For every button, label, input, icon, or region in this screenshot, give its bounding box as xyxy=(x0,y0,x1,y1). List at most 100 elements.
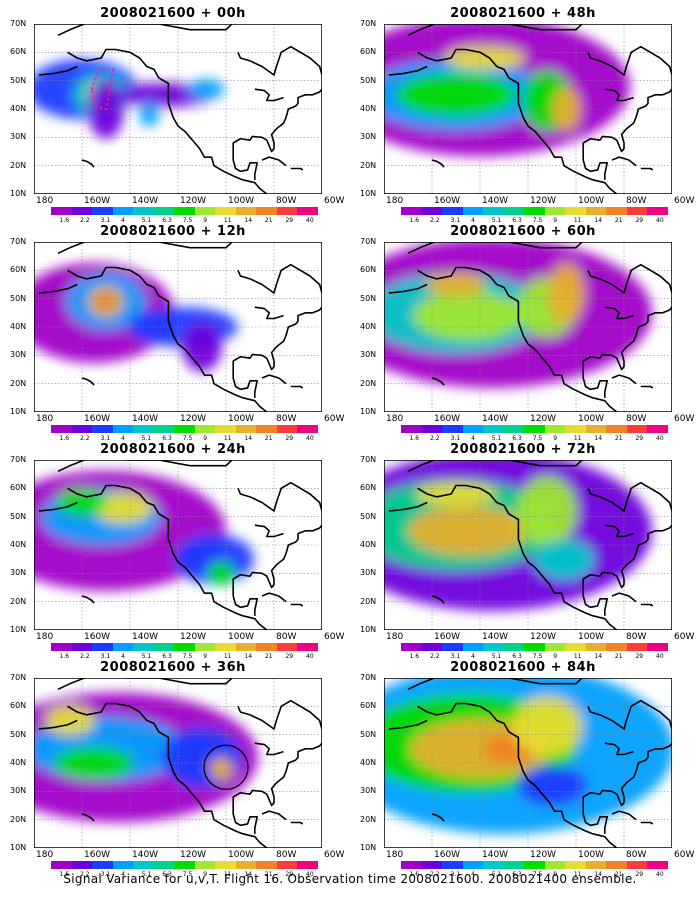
colorbar-label: 7.5 xyxy=(182,871,193,878)
map-panel: 2008021600 + 24h 70N 60N 50N 40N 30N 20N 10N 180… xyxy=(8,442,344,664)
lat-tick-label: 20N xyxy=(360,596,377,606)
colorbar-label: 29 xyxy=(635,435,644,442)
lat-tick-label: 50N xyxy=(360,75,377,85)
lat-tick-label: 20N xyxy=(10,160,27,170)
coastline xyxy=(261,592,287,603)
colorbar-swatch xyxy=(462,207,484,215)
variance-map xyxy=(384,24,672,194)
colorbar-swatch xyxy=(483,643,504,651)
lat-tick-label: 70N xyxy=(10,673,27,682)
colorbar-swatch xyxy=(647,207,668,215)
colorbar-swatch xyxy=(92,861,113,869)
colorbar-label: 11 xyxy=(223,871,232,878)
coastline xyxy=(38,719,78,730)
coastline xyxy=(587,699,672,730)
colorbar-swatch xyxy=(565,643,586,651)
colorbar-swatch xyxy=(153,207,175,215)
coastline xyxy=(38,65,78,76)
coastline xyxy=(261,810,287,821)
colorbar-label: 4 xyxy=(471,653,475,660)
colorbar-swatch xyxy=(503,207,525,215)
coastline xyxy=(604,306,634,320)
colorbar-swatch xyxy=(626,425,648,433)
lon-tick-label: 60W xyxy=(674,196,695,206)
colorbar-label: 6.3 xyxy=(162,217,172,224)
colorbar-swatch xyxy=(51,861,72,869)
lon-tick-label: 160W xyxy=(84,196,111,206)
lon-tick-label: 120W xyxy=(530,850,557,860)
variance-field xyxy=(34,692,258,823)
colorbar-label: 2.2 xyxy=(430,653,440,660)
colorbar-label: 21 xyxy=(264,653,273,660)
variance-map xyxy=(34,242,322,412)
colorbar-label: 3.1 xyxy=(450,653,461,660)
lat-tick-label: 40N xyxy=(10,104,27,113)
lat-tick-label: 40N xyxy=(360,540,377,549)
colorbar-swatch xyxy=(112,425,134,433)
coastline xyxy=(587,481,672,512)
coastline xyxy=(254,524,284,538)
coastline xyxy=(232,802,258,834)
colorbar-label: 5.1 xyxy=(141,653,152,660)
lat-tick-label: 60N xyxy=(360,483,377,493)
lat-tick-label: 70N xyxy=(360,19,377,28)
colorbar-label: 6.3 xyxy=(162,435,172,442)
colorbar-swatch xyxy=(194,207,216,215)
colorbar-label: 3.1 xyxy=(450,435,461,442)
coastline xyxy=(587,263,672,294)
lon-tick-label: 100W xyxy=(228,632,255,642)
colorbar-swatch xyxy=(647,861,668,869)
lon-tick-label: 180 xyxy=(386,632,404,642)
colorbar-swatch xyxy=(174,207,195,215)
lon-tick-label: 160W xyxy=(84,632,111,642)
colorbar-swatch xyxy=(297,425,318,433)
lon-tick-label: 100W xyxy=(228,196,255,206)
coastline xyxy=(417,48,618,194)
colorbar xyxy=(51,861,318,869)
colorbar-label: 29 xyxy=(635,217,644,224)
lon-tick-label: 180 xyxy=(36,850,54,860)
highlight-circle xyxy=(203,744,249,790)
coastline xyxy=(38,283,78,294)
colorbar-swatch xyxy=(51,207,72,215)
colorbar-label: 2.2 xyxy=(430,871,440,878)
lat-tick-label: 60N xyxy=(10,483,27,493)
colorbar-label: 6.3 xyxy=(162,653,172,660)
colorbar-swatch xyxy=(215,643,236,651)
coastline xyxy=(57,460,234,473)
lat-tick-label: 70N xyxy=(360,237,377,246)
lon-tick-label: 120W xyxy=(530,196,557,206)
colorbar-swatch xyxy=(626,207,648,215)
lon-tick-label: 160W xyxy=(84,850,111,860)
colorbar-swatch xyxy=(133,425,154,433)
colorbar-swatch xyxy=(235,643,257,651)
colorbar-label: 2.2 xyxy=(80,217,90,224)
lat-tick-label: 70N xyxy=(10,455,27,464)
colorbar-label: 29 xyxy=(285,435,294,442)
lon-tick-label: 180 xyxy=(386,414,404,424)
lon-tick-label: 100W xyxy=(578,196,605,206)
colorbar-label: 21 xyxy=(264,871,273,878)
colorbar-swatch xyxy=(215,861,236,869)
coastline xyxy=(232,148,258,180)
colorbar-swatch xyxy=(401,425,422,433)
coastline xyxy=(587,45,672,76)
lat-tick-label: 60N xyxy=(360,701,377,711)
coastline xyxy=(582,366,608,398)
coastline xyxy=(417,702,618,848)
coastline xyxy=(611,156,637,167)
colorbar-label: 4 xyxy=(121,871,125,878)
lat-tick-label: 50N xyxy=(10,729,27,739)
colorbar-label: 7.5 xyxy=(532,871,543,878)
coastline xyxy=(417,266,618,412)
colorbar-label: 40 xyxy=(656,871,664,878)
coastline xyxy=(290,167,304,171)
lat-tick-label: 20N xyxy=(360,378,377,388)
colorbar-label: 3.1 xyxy=(100,653,111,660)
lon-tick-label: 60W xyxy=(324,632,345,642)
colorbar xyxy=(51,425,318,433)
colorbar-swatch xyxy=(442,425,463,433)
panel-title: 2008021600 + 84h xyxy=(450,660,596,675)
colorbar-swatch xyxy=(174,861,195,869)
colorbar-label: 14 xyxy=(594,435,603,442)
